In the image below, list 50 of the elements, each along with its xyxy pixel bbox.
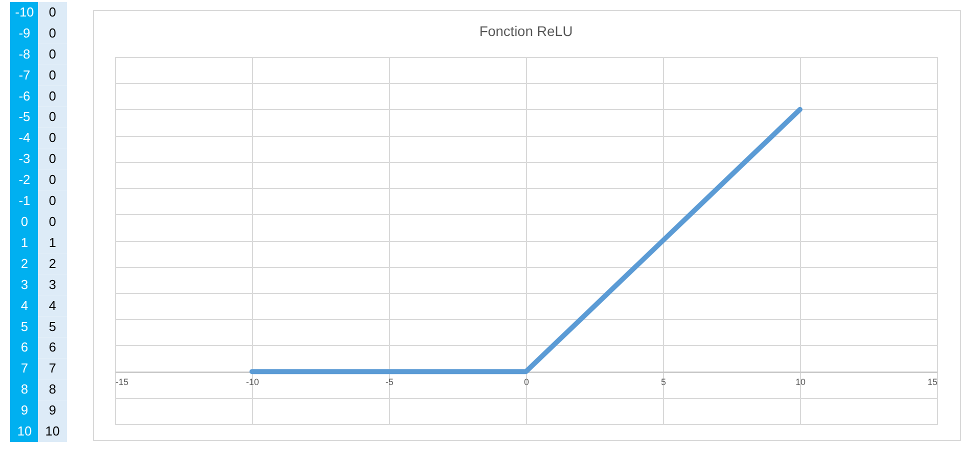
y-tick-label: -8 — [18, 46, 30, 62]
data-label: 0 — [48, 4, 56, 20]
data-label: 5 — [48, 318, 56, 334]
x-tick-label: 15 — [927, 377, 938, 388]
x-tick-label: -10 — [246, 377, 260, 388]
y-tick-label: -9 — [18, 25, 30, 40]
x-tick-label: -15 — [116, 377, 129, 388]
data-label: 0 — [48, 151, 56, 166]
data-label: 0 — [48, 46, 56, 62]
data-label: 4 — [48, 298, 56, 313]
data-label: 0 — [48, 109, 56, 124]
data-label: 3 — [48, 276, 56, 292]
data-label: 0 — [48, 67, 56, 82]
data-label: 0 — [48, 193, 56, 208]
x-tick-label: 0 — [524, 377, 530, 388]
y-tick-label: -10 — [15, 4, 34, 20]
y-tick-label: -5 — [18, 109, 30, 124]
data-label: 0 — [48, 25, 56, 40]
y-tick-label: 4 — [20, 298, 28, 313]
x-tick-label: 5 — [660, 377, 666, 388]
chart-title: Fonction ReLU — [479, 23, 573, 39]
data-label: 1 — [48, 234, 56, 250]
data-label: 0 — [48, 130, 56, 146]
y-tick-label: 1 — [20, 234, 28, 250]
y-tick-label: -3 — [18, 151, 30, 166]
y-tick-label: 6 — [20, 340, 28, 355]
data-label: 0 — [48, 88, 56, 104]
x-tick-label: -5 — [385, 377, 394, 388]
data-label: 2 — [48, 256, 56, 271]
y-tick-label: -2 — [18, 172, 30, 188]
data-label: 10 — [45, 424, 60, 439]
y-tick-label: 8 — [20, 382, 28, 397]
y-tick-label: -4 — [18, 130, 30, 146]
y-tick-label: -1 — [18, 193, 30, 208]
data-label: 6 — [48, 340, 56, 355]
data-label: 8 — [48, 382, 56, 397]
y-tick-label: 10 — [17, 424, 32, 439]
data-label: 0 — [48, 214, 56, 229]
y-tick-label: -7 — [18, 67, 30, 82]
data-label: 0 — [48, 172, 56, 188]
y-tick-label: 2 — [20, 256, 28, 271]
y-tick-label: 3 — [20, 276, 28, 292]
data-label: 7 — [48, 360, 56, 376]
y-tick-label: 7 — [20, 360, 28, 376]
x-tick-label: 10 — [795, 377, 806, 388]
y-tick-label: 9 — [20, 402, 28, 418]
y-tick-label: 0 — [20, 214, 28, 229]
data-label: 9 — [48, 402, 56, 418]
y-tick-label: -6 — [18, 88, 30, 104]
y-tick-label: 5 — [20, 318, 28, 334]
